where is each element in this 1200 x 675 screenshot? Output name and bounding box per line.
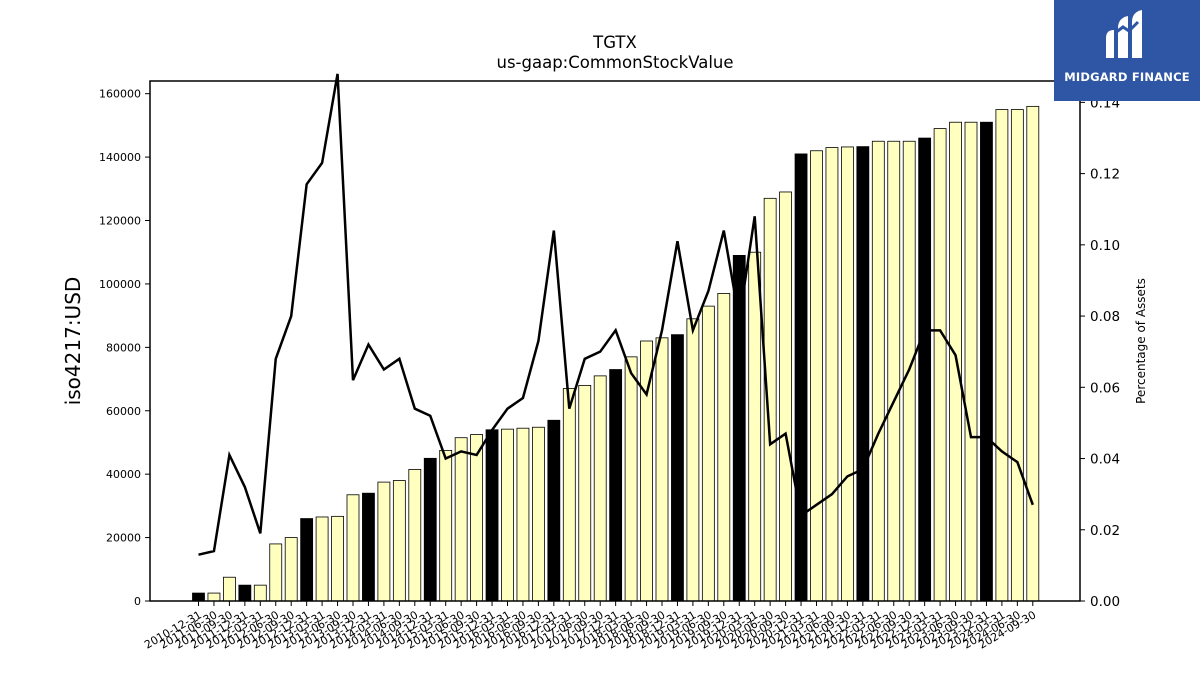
bar-series (192, 105, 1040, 602)
y-axis-right: 0.000.020.040.060.080.100.120.14 (1080, 95, 1120, 610)
chart-title: TGTX (592, 33, 637, 52)
bar (454, 437, 468, 602)
logo-icon (1106, 10, 1142, 58)
line-series (198, 73, 1034, 556)
bar (238, 584, 252, 602)
bar (995, 109, 1009, 602)
bar (1010, 109, 1024, 602)
y2-tick-label: 0.02 (1090, 523, 1120, 539)
bar (794, 153, 808, 602)
bar (578, 384, 592, 602)
bar (547, 419, 561, 602)
bar (871, 140, 885, 602)
bar (269, 543, 283, 602)
bar (701, 305, 715, 602)
y2-tick-label: 0.06 (1090, 380, 1120, 396)
y-axis-left: 0 20000 40000 60000 80000 100000 120000 140000 1… (99, 88, 150, 608)
y-tick-label: 120000 (99, 215, 141, 228)
bar (593, 375, 607, 602)
bar (300, 518, 314, 602)
plot-frame (149, 80, 1081, 602)
bar (362, 492, 375, 602)
bar (825, 147, 839, 602)
y-tick-label: 20000 (106, 532, 141, 545)
bar (253, 584, 267, 602)
bar (980, 121, 993, 602)
bar (439, 449, 453, 602)
y2-tick-label: 0.04 (1090, 452, 1120, 468)
bar (624, 356, 638, 602)
bar (331, 515, 344, 602)
bar (887, 140, 901, 602)
bar (485, 429, 499, 602)
bar (841, 146, 854, 602)
bar (717, 293, 731, 602)
logo-text: MIDGARD FINANCE (1064, 70, 1190, 84)
bar (377, 481, 391, 602)
bar (315, 516, 329, 602)
y2-tick-label: 0.00 (1090, 594, 1120, 610)
bar (192, 592, 205, 602)
line-path (198, 73, 1034, 556)
bar (964, 121, 978, 602)
bar (748, 251, 762, 602)
bar (856, 146, 870, 602)
bar (207, 592, 221, 602)
y-axis-label: iso4217:USD (61, 277, 85, 406)
y2-tick-label: 0.08 (1090, 309, 1120, 325)
bar (609, 369, 623, 602)
bar (408, 469, 422, 602)
y2-tick-label: 0.10 (1090, 238, 1120, 254)
bar (779, 191, 792, 602)
y-tick-label: 40000 (106, 468, 141, 481)
y-tick-label: 100000 (99, 278, 141, 291)
bar (532, 426, 545, 602)
bar (392, 480, 406, 602)
y2-axis-label: Percentage of Assets (1134, 278, 1148, 404)
bar (346, 494, 360, 602)
x-axis: 2010-12-312011-06-302011-09-302011-12-31… (142, 601, 1038, 652)
y-tick-label: 140000 (99, 151, 141, 164)
bar (933, 128, 947, 602)
bar (501, 428, 514, 602)
bar (810, 150, 823, 602)
bar (671, 334, 684, 602)
bar (516, 427, 530, 602)
logo: MIDGARD FINANCE (1054, 0, 1200, 101)
y2-tick-label: 0.12 (1090, 167, 1120, 183)
bar (222, 576, 236, 602)
bar (686, 318, 700, 602)
bar (732, 254, 746, 602)
y-tick-label: 60000 (106, 405, 141, 418)
bar (918, 137, 932, 602)
y-tick-label: 80000 (106, 341, 141, 354)
y-tick-label: 160000 (99, 88, 141, 101)
chart-subtitle: us-gaap:CommonStockValue (496, 53, 733, 72)
bar (1026, 105, 1040, 602)
bar (655, 337, 669, 602)
bar (562, 388, 576, 602)
bar (470, 434, 484, 602)
y-tick-label: 0 (134, 595, 141, 608)
bar (284, 537, 298, 602)
bar (423, 457, 437, 602)
